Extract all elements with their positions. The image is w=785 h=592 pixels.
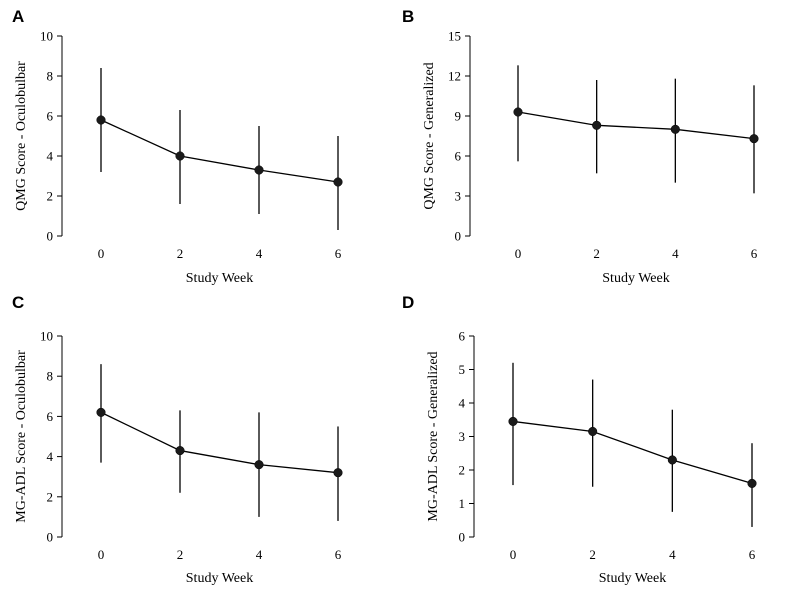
y-tick-label: 3 bbox=[455, 189, 462, 204]
series-line bbox=[100, 119, 339, 183]
y-axis-label: MG-ADL Score - Oculobulbar bbox=[14, 350, 29, 523]
data-point bbox=[670, 124, 680, 134]
data-point bbox=[254, 460, 264, 470]
x-tick-label: 4 bbox=[256, 547, 263, 562]
y-axis-label: QMG Score - Oculobulbar bbox=[14, 61, 29, 211]
data-point bbox=[588, 426, 598, 437]
y-tick-label: 0 bbox=[47, 530, 54, 545]
y-tick-label: 5 bbox=[459, 362, 466, 377]
series-line bbox=[100, 411, 339, 474]
x-tick-label: 2 bbox=[593, 246, 600, 261]
panel-a: A 0 2 4 6 8 10 0 2 4 6 Study Week QMG Score - Oculob… bbox=[12, 7, 343, 286]
data-point bbox=[96, 115, 106, 125]
y-tick-label: 6 bbox=[455, 149, 462, 164]
data-point bbox=[175, 446, 185, 456]
panel-c: C 0 2 4 6 8 10 0 2 4 6 Study Week MG-ADL Score - Ocu… bbox=[12, 293, 343, 586]
data-point bbox=[749, 134, 759, 144]
x-tick-label: 4 bbox=[672, 246, 679, 261]
x-axis-label: Study Week bbox=[186, 571, 253, 586]
y-tick-label: 0 bbox=[459, 530, 466, 545]
x-tick-label: 0 bbox=[510, 547, 517, 562]
x-tick-label: 0 bbox=[515, 246, 522, 261]
x-tick-label: 4 bbox=[669, 547, 676, 562]
y-tick-label: 10 bbox=[40, 29, 53, 44]
panel-letter-c: C bbox=[12, 293, 24, 312]
panel-d: D 0 1 2 3 4 5 6 0 2 4 6 Study Week MG-ADL Score - Gen… bbox=[402, 293, 757, 586]
panel-letter-a: A bbox=[12, 7, 24, 26]
y-tick-label: 1 bbox=[459, 496, 466, 511]
data-point bbox=[96, 407, 106, 417]
x-tick-label: 2 bbox=[177, 547, 184, 562]
data-point bbox=[592, 120, 602, 130]
panel-letter-b: B bbox=[402, 7, 414, 26]
data-point bbox=[508, 416, 518, 426]
y-tick-label: 10 bbox=[40, 329, 53, 344]
y-tick-label: 4 bbox=[47, 149, 54, 164]
y-tick-label: 4 bbox=[459, 396, 466, 411]
y-tick-label: 0 bbox=[455, 229, 462, 244]
x-axis-label: Study Week bbox=[602, 271, 669, 286]
y-tick-label: 6 bbox=[47, 109, 54, 124]
y-tick-label: 2 bbox=[47, 189, 54, 204]
data-point bbox=[254, 165, 264, 175]
x-tick-label: 4 bbox=[256, 246, 263, 261]
x-tick-label: 6 bbox=[749, 547, 756, 562]
data-point bbox=[747, 478, 757, 488]
y-tick-label: 8 bbox=[47, 69, 54, 84]
x-axis-label: Study Week bbox=[186, 271, 253, 286]
x-tick-label: 0 bbox=[98, 246, 105, 261]
y-axis-label: QMG Score - Generalized bbox=[422, 62, 437, 209]
x-axis-label: Study Week bbox=[599, 571, 666, 586]
y-tick-label: 2 bbox=[47, 489, 54, 504]
x-tick-label: 6 bbox=[335, 547, 342, 562]
y-tick-label: 6 bbox=[47, 409, 54, 424]
x-tick-label: 6 bbox=[335, 246, 342, 261]
y-tick-label: 9 bbox=[455, 109, 462, 124]
panel-letter-d: D bbox=[402, 293, 414, 312]
series-line bbox=[517, 111, 755, 140]
data-point bbox=[333, 177, 343, 187]
y-tick-label: 15 bbox=[448, 29, 461, 44]
y-tick-label: 0 bbox=[47, 229, 54, 244]
y-axis-label: MG-ADL Score - Generalized bbox=[426, 351, 441, 521]
data-point bbox=[333, 468, 343, 478]
y-tick-label: 3 bbox=[459, 429, 466, 444]
data-point bbox=[175, 151, 185, 161]
x-tick-label: 2 bbox=[589, 547, 596, 562]
y-tick-label: 8 bbox=[47, 369, 54, 384]
x-tick-label: 6 bbox=[751, 246, 758, 261]
data-point bbox=[513, 107, 523, 117]
y-tick-label: 4 bbox=[47, 449, 54, 464]
x-tick-label: 0 bbox=[98, 547, 105, 562]
y-tick-label: 6 bbox=[459, 329, 466, 344]
data-point bbox=[667, 455, 677, 465]
series-line bbox=[512, 420, 753, 485]
y-tick-label: 2 bbox=[459, 463, 466, 478]
panel-b: B 0 3 6 9 12 15 0 2 4 6 Study Week QMG Score - Gener… bbox=[402, 7, 759, 286]
y-tick-label: 12 bbox=[448, 69, 461, 84]
x-tick-label: 2 bbox=[177, 246, 184, 261]
